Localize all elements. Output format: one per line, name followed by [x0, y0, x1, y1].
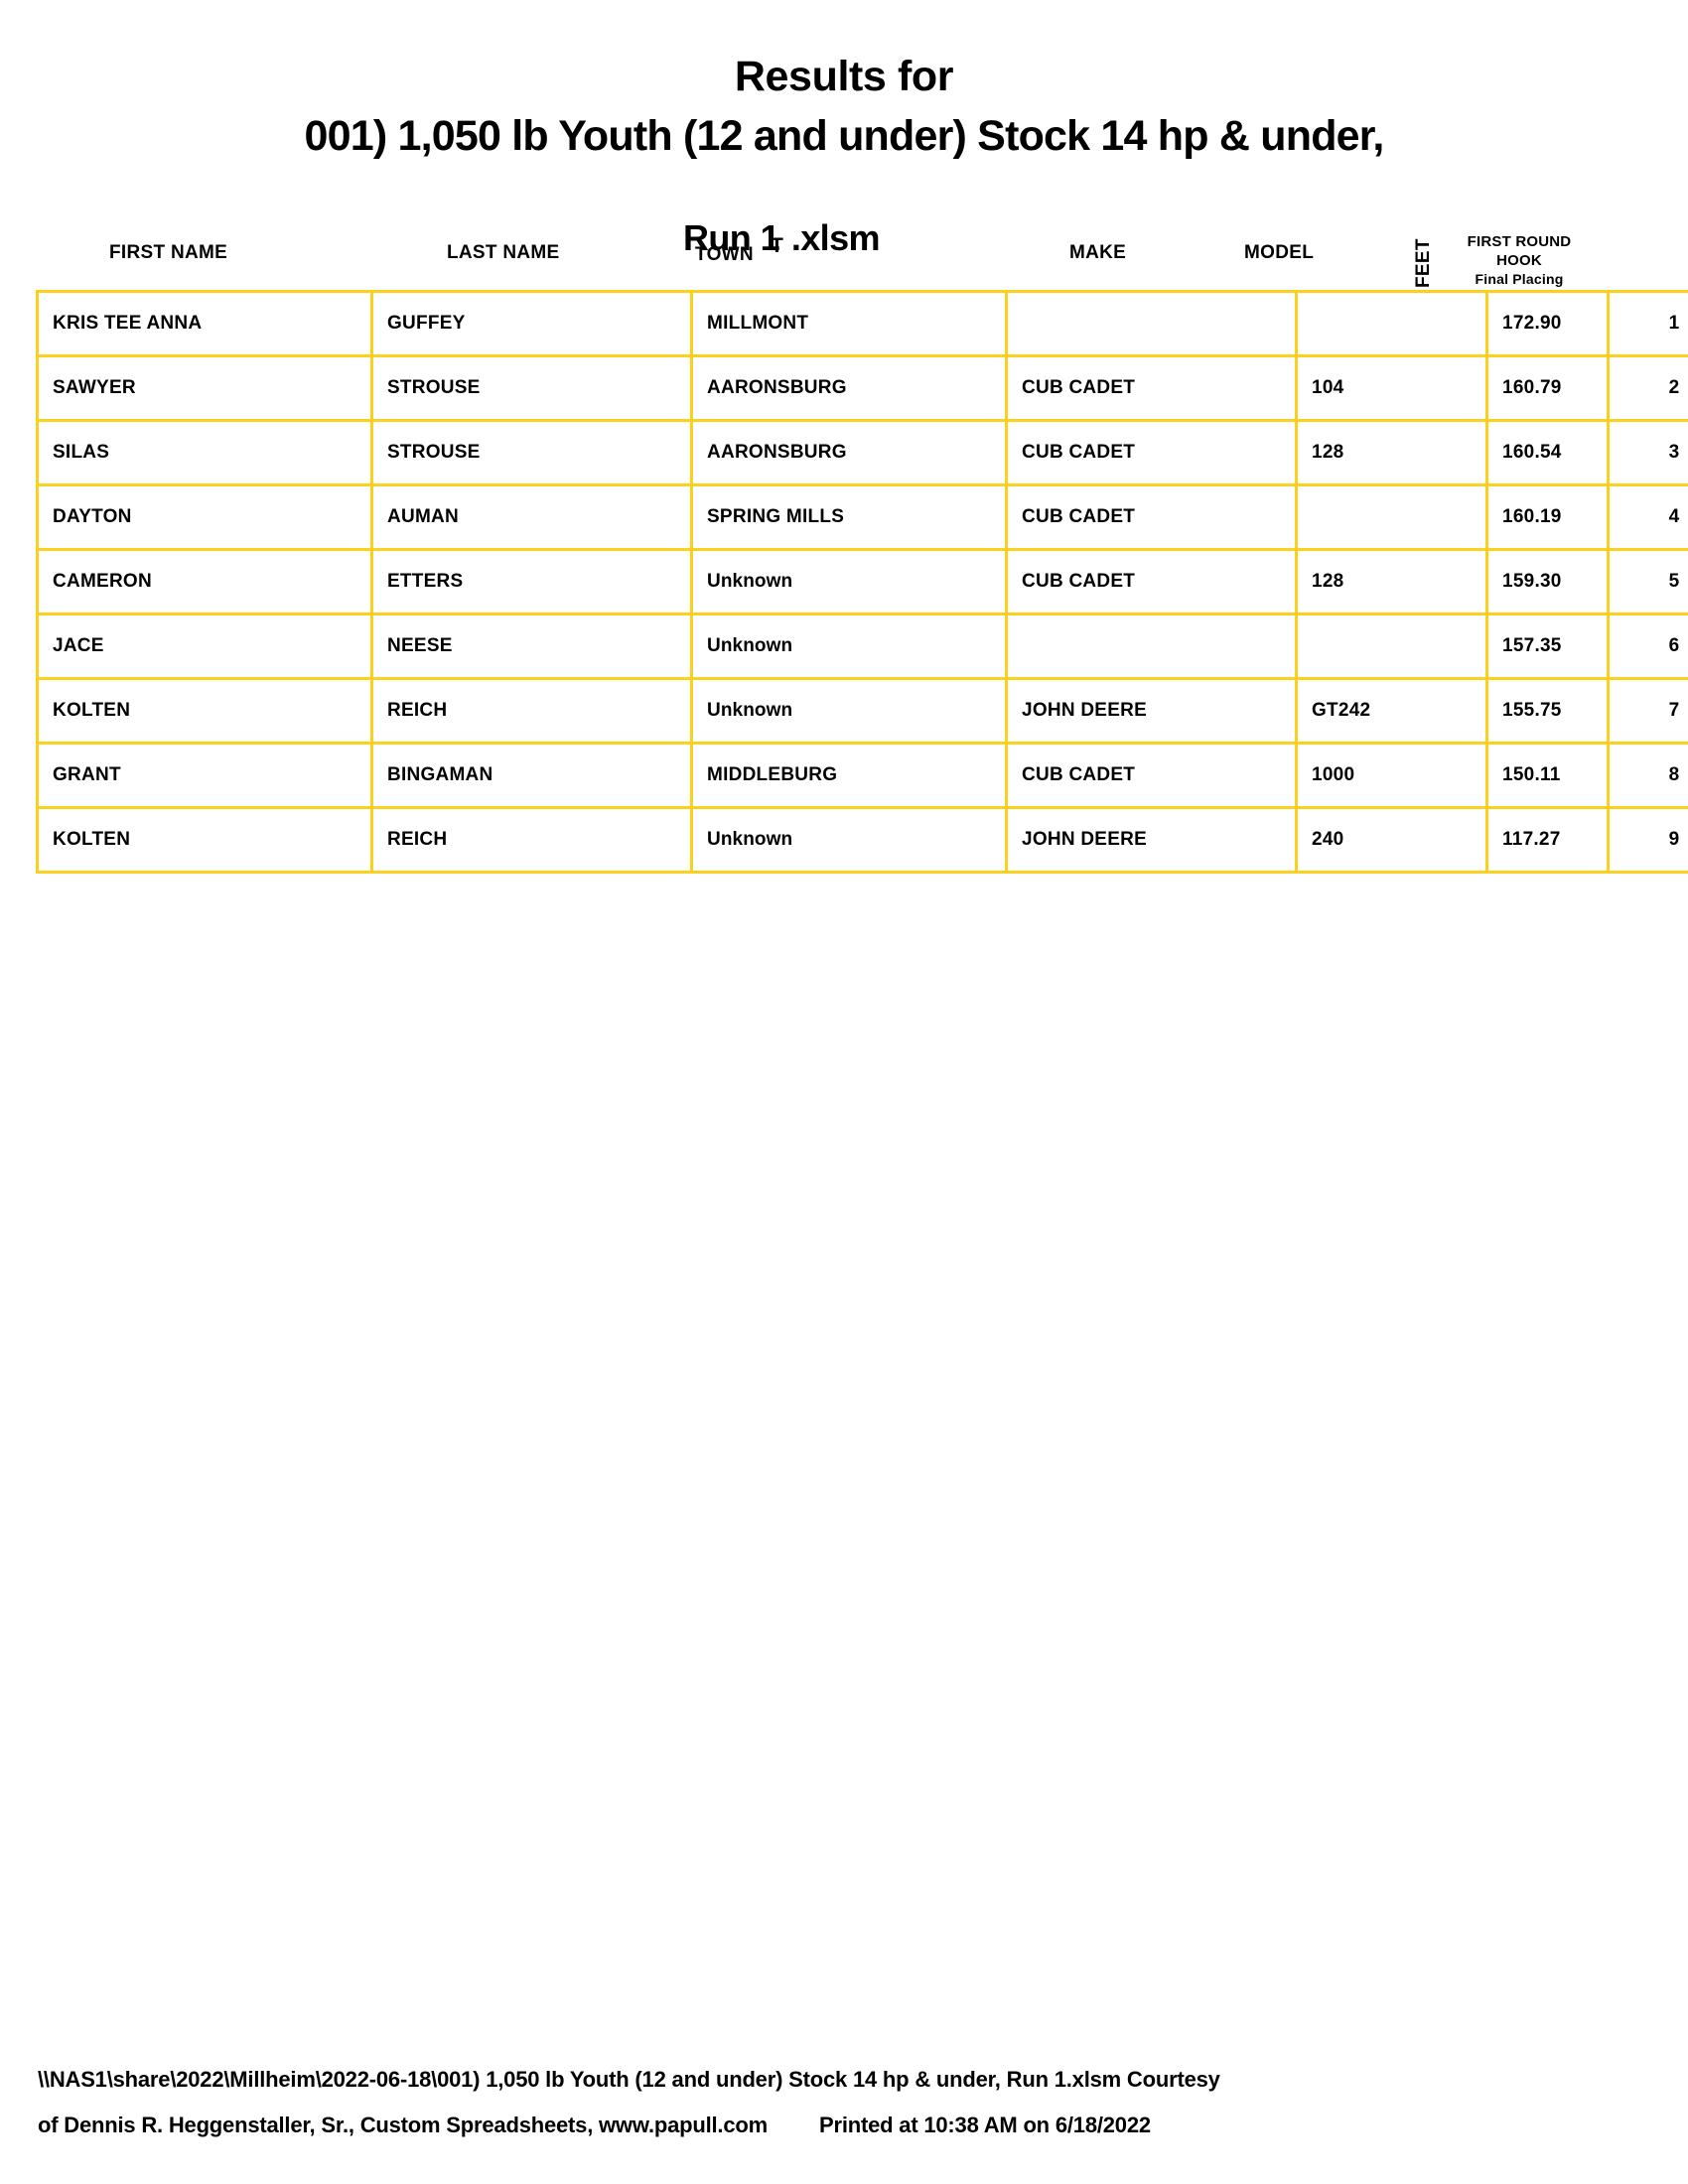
- column-header-first-round-hook: FIRST ROUND HOOK Final Placing: [1460, 232, 1579, 289]
- table-row: CAMERON ETTERS Unknown CUB CADET 128 159…: [36, 548, 1688, 615]
- cell-placing: 6: [1607, 613, 1688, 680]
- cell-first-name: DAYTON: [36, 483, 373, 551]
- run-overlay-prefix: Run 1: [683, 217, 780, 258]
- run-overlay-suffix: .xlsm: [790, 217, 881, 258]
- cell-town: MIDDLEBURG: [690, 742, 1008, 809]
- cell-town: Unknown: [690, 806, 1008, 874]
- cell-feet: 159.30: [1485, 548, 1610, 615]
- cell-make: CUB CADET: [1005, 483, 1298, 551]
- cell-model: [1295, 483, 1488, 551]
- cell-make: JOHN DEERE: [1005, 806, 1298, 874]
- cell-make: CUB CADET: [1005, 354, 1298, 422]
- table-row: KOLTEN REICH Unknown JOHN DEERE GT242 15…: [36, 677, 1688, 745]
- cell-placing: 1: [1607, 290, 1688, 357]
- cell-town: Unknown: [690, 548, 1008, 615]
- page-title-line-2: 001) 1,050 lb Youth (12 and under) Stock…: [304, 112, 1384, 160]
- cell-feet: 155.75: [1485, 677, 1610, 745]
- cell-last-name: GUFFEY: [370, 290, 693, 357]
- footer: \\NAS1\share\2022\Millheim\2022-06-18\00…: [38, 2057, 1656, 2148]
- footer-printed-text: Printed at 10:38 AM on 6/18/2022: [818, 2113, 1151, 2137]
- column-header-make: MAKE: [1069, 242, 1127, 263]
- run-overlay-overlap-glyph: T: [771, 234, 783, 257]
- cell-first-name: KOLTEN: [36, 677, 373, 745]
- cell-last-name: AUMAN: [370, 483, 693, 551]
- column-header-hook-line-2: HOOK: [1496, 252, 1542, 269]
- cell-feet: 172.90: [1485, 290, 1610, 357]
- cell-town: MILLMONT: [690, 290, 1008, 357]
- cell-model: 1000: [1295, 742, 1488, 809]
- footer-path-line: \\NAS1\share\2022\Millheim\2022-06-18\00…: [38, 2067, 1220, 2092]
- cell-model: 104: [1295, 354, 1488, 422]
- column-header-strip: FIRST NAME LAST NAME TOWN MAKE MODEL FEE…: [0, 230, 1688, 292]
- cell-last-name: NEESE: [370, 613, 693, 680]
- column-header-feet: FEET: [1413, 238, 1434, 288]
- cell-last-name: REICH: [370, 806, 693, 874]
- cell-feet: 160.54: [1485, 419, 1610, 486]
- cell-model: [1295, 613, 1488, 680]
- page-title-line-1: Results for: [734, 53, 954, 100]
- cell-first-name: CAMERON: [36, 548, 373, 615]
- table-row: JACE NEESE Unknown 157.35 6: [36, 613, 1688, 680]
- cell-placing: 7: [1607, 677, 1688, 745]
- table-row: GRANT BINGAMAN MIDDLEBURG CUB CADET 1000…: [36, 742, 1688, 809]
- cell-placing: 2: [1607, 354, 1688, 422]
- cell-first-name: SILAS: [36, 419, 373, 486]
- cell-first-name: JACE: [36, 613, 373, 680]
- cell-town: SPRING MILLS: [690, 483, 1008, 551]
- cell-placing: 5: [1607, 548, 1688, 615]
- cell-feet: 117.27: [1485, 806, 1610, 874]
- column-header-hook-line-1: FIRST ROUND: [1467, 233, 1572, 250]
- column-header-model: MODEL: [1244, 242, 1315, 263]
- cell-model: 128: [1295, 419, 1488, 486]
- column-header-town: TOWN: [695, 244, 754, 265]
- cell-placing: 8: [1607, 742, 1688, 809]
- table-row: SILAS STROUSE AARONSBURG CUB CADET 128 1…: [36, 419, 1688, 486]
- column-header-first-name: FIRST NAME: [109, 242, 228, 263]
- cell-model: 128: [1295, 548, 1488, 615]
- cell-placing: 4: [1607, 483, 1688, 551]
- cell-first-name: KOLTEN: [36, 806, 373, 874]
- cell-town: Unknown: [690, 677, 1008, 745]
- cell-model: [1295, 290, 1488, 357]
- cell-model: GT242: [1295, 677, 1488, 745]
- table-row: SAWYER STROUSE AARONSBURG CUB CADET 104 …: [36, 354, 1688, 422]
- footer-credit-line: of Dennis R. Heggenstaller, Sr., Custom …: [38, 2103, 1656, 2148]
- cell-feet: 150.11: [1485, 742, 1610, 809]
- cell-make: [1005, 290, 1298, 357]
- cell-last-name: STROUSE: [370, 419, 693, 486]
- cell-last-name: BINGAMAN: [370, 742, 693, 809]
- cell-town: AARONSBURG: [690, 419, 1008, 486]
- results-table-body: KRIS TEE ANNA GUFFEY MILLMONT 172.90 1 S…: [36, 290, 1688, 874]
- cell-town: AARONSBURG: [690, 354, 1008, 422]
- run-filename-overlay: Run 1T .xlsm: [683, 217, 881, 259]
- cell-first-name: SAWYER: [36, 354, 373, 422]
- cell-placing: 9: [1607, 806, 1688, 874]
- cell-feet: 160.79: [1485, 354, 1610, 422]
- cell-last-name: ETTERS: [370, 548, 693, 615]
- table-row: KOLTEN REICH Unknown JOHN DEERE 240 117.…: [36, 806, 1688, 874]
- cell-first-name: GRANT: [36, 742, 373, 809]
- cell-make: CUB CADET: [1005, 742, 1298, 809]
- table-row: DAYTON AUMAN SPRING MILLS CUB CADET 160.…: [36, 483, 1688, 551]
- cell-town: Unknown: [690, 613, 1008, 680]
- cell-last-name: STROUSE: [370, 354, 693, 422]
- cell-make: CUB CADET: [1005, 548, 1298, 615]
- cell-feet: 160.19: [1485, 483, 1610, 551]
- cell-make: JOHN DEERE: [1005, 677, 1298, 745]
- cell-last-name: REICH: [370, 677, 693, 745]
- cell-placing: 3: [1607, 419, 1688, 486]
- cell-first-name: KRIS TEE ANNA: [36, 290, 373, 357]
- cell-model: 240: [1295, 806, 1488, 874]
- cell-make: [1005, 613, 1298, 680]
- table-row: KRIS TEE ANNA GUFFEY MILLMONT 172.90 1: [36, 290, 1688, 357]
- footer-credit-text: of Dennis R. Heggenstaller, Sr., Custom …: [38, 2113, 768, 2137]
- column-header-hook-line-3: Final Placing: [1475, 271, 1564, 287]
- results-table: KRIS TEE ANNA GUFFEY MILLMONT 172.90 1 S…: [36, 290, 1688, 874]
- cell-make: CUB CADET: [1005, 419, 1298, 486]
- cell-feet: 157.35: [1485, 613, 1610, 680]
- column-header-last-name: LAST NAME: [447, 242, 560, 263]
- page-title-block: Results for 001) 1,050 lb Youth (12 and …: [0, 48, 1688, 167]
